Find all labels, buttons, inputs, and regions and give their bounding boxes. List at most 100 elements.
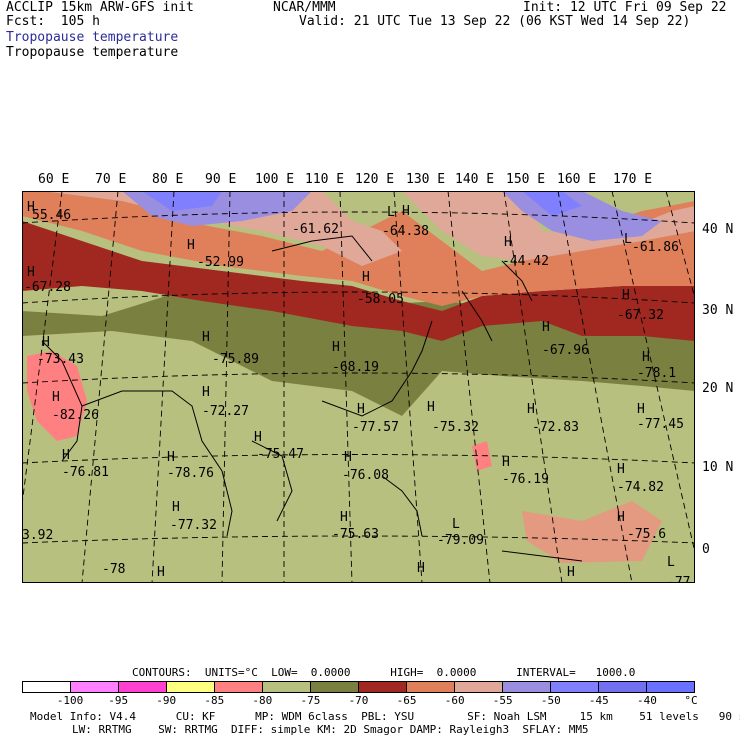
- color-scale-tick: -65: [396, 694, 417, 707]
- color-scale-swatch: [407, 682, 455, 692]
- lon-label: 110 E: [305, 172, 345, 187]
- field-name-shaded: Tropopause temperature: [6, 30, 179, 45]
- lat-label: 0: [702, 542, 710, 557]
- lat-label: 20 N: [702, 381, 734, 396]
- low-marker: L: [387, 205, 395, 220]
- contour-value-label: -77.32: [170, 518, 217, 533]
- color-scale-swatch: [359, 682, 407, 692]
- contour-value-label: -68.19: [332, 360, 379, 375]
- lon-label: 70 E: [95, 172, 127, 187]
- color-scale-tick: -45: [588, 694, 609, 707]
- contour-value-label: -77.57: [352, 420, 399, 435]
- lat-label: 10 N: [702, 460, 734, 475]
- lon-label: 130 E: [406, 172, 446, 187]
- high-marker: H: [344, 450, 352, 465]
- lon-label: 120 E: [355, 172, 395, 187]
- lat-label: 40 N: [702, 222, 734, 237]
- color-scale-tick: °C: [684, 694, 698, 707]
- high-marker: H: [172, 500, 180, 515]
- high-marker: H: [62, 448, 70, 463]
- organization: NCAR/MMM: [273, 0, 336, 15]
- init-time: Init: 12 UTC Fri 09 Sep 22: [523, 0, 727, 15]
- contour-value-label: -76.81: [62, 465, 109, 480]
- contour-value-label: -78.1: [637, 366, 676, 381]
- contour-value-label: -44.42: [502, 254, 549, 269]
- color-scale-tick: -55: [492, 694, 513, 707]
- high-marker: H: [332, 340, 340, 355]
- contour-value-label: -75.89: [212, 352, 259, 367]
- high-marker: H: [167, 450, 175, 465]
- contour-value-label: 3.92: [22, 528, 53, 543]
- color-scale-tick: -80: [252, 694, 273, 707]
- contour-value-label: -77: [667, 575, 690, 583]
- contour-value-label: -72.83: [532, 420, 579, 435]
- high-marker: H: [202, 385, 210, 400]
- high-marker: H: [42, 335, 50, 350]
- high-marker: H: [27, 265, 35, 280]
- lon-label: 170 E: [613, 172, 653, 187]
- high-marker: H: [254, 430, 262, 445]
- high-marker: H: [502, 455, 510, 470]
- map-panel: 55.46 -61.62 -64.38 -61.86 -52.99 -44.42 -67.2…: [22, 191, 695, 583]
- color-scale-bar: [22, 681, 695, 693]
- high-marker: H: [427, 400, 435, 415]
- high-marker: H: [642, 350, 650, 365]
- low-marker: L: [624, 232, 632, 247]
- lon-label: 150 E: [506, 172, 546, 187]
- lon-label: 60 E: [38, 172, 70, 187]
- high-marker: H: [362, 270, 370, 285]
- lon-label: 90 E: [205, 172, 237, 187]
- contour-value-label: -67.32: [617, 308, 664, 323]
- color-scale-swatch: [23, 682, 71, 692]
- contour-value-label: -61.62: [292, 222, 339, 237]
- field-name-contour: Tropopause temperature: [6, 45, 179, 60]
- valid-time: Valid: 21 UTC Tue 13 Sep 22 (06 KST Wed …: [299, 14, 691, 29]
- contour-value-label: -72.27: [202, 404, 249, 419]
- model-info-line1: Model Info: V4.4 CU: KF MP: WDM 6class P…: [30, 710, 740, 723]
- contour-value-label: -75.6: [627, 527, 666, 542]
- color-scale-swatch: [215, 682, 263, 692]
- lon-label: 140 E: [455, 172, 495, 187]
- color-scale-swatch: [455, 682, 503, 692]
- contour-value-label: -75.47: [257, 447, 304, 462]
- lat-label: 30 N: [702, 303, 734, 318]
- contour-value-label: -76.19: [502, 472, 549, 487]
- color-scale-tick: -95: [108, 694, 129, 707]
- contour-value-label: -79.09: [437, 533, 484, 548]
- high-marker: H: [357, 402, 365, 417]
- contour-value-label: -75.63: [332, 527, 379, 542]
- high-marker: H: [622, 288, 630, 303]
- color-scale-tick: -100: [56, 694, 84, 707]
- high-marker: H: [202, 330, 210, 345]
- contour-value-label: -82.26: [52, 408, 99, 423]
- contour-value-label: -58.05: [357, 292, 404, 307]
- model-info-line2: LW: RRTMG SW: RRTMG DIFF: simple KM: 2D …: [72, 723, 589, 736]
- color-scale-swatch: [71, 682, 119, 692]
- color-scale-swatch: [311, 682, 359, 692]
- high-marker: H: [567, 565, 575, 580]
- contour-value-label: -78.76: [167, 466, 214, 481]
- color-scale-swatch: [119, 682, 167, 692]
- contour-value-label: 55.46: [32, 208, 71, 223]
- high-marker: H: [402, 204, 410, 219]
- contour-value-label: -61.86: [632, 240, 679, 255]
- forecast-hour: Fcst: 105 h: [6, 14, 100, 29]
- contour-value-label: -78: [102, 562, 125, 577]
- color-scale-tick: -75: [300, 694, 321, 707]
- contour-value-label: -64.38: [382, 224, 429, 239]
- color-scale-swatch: [167, 682, 215, 692]
- high-marker: H: [542, 320, 550, 335]
- high-marker: H: [157, 565, 165, 580]
- contour-value-label: -73.43: [37, 352, 84, 367]
- color-scale-swatch: [647, 682, 694, 692]
- contour-value-label: -75.32: [432, 420, 479, 435]
- model-title: ACCLIP 15km ARW-GFS init: [6, 0, 194, 15]
- color-scale-tick: -60: [444, 694, 465, 707]
- contour-value-label: -67.28: [24, 280, 71, 295]
- high-marker: H: [187, 238, 195, 253]
- high-marker: H: [527, 402, 535, 417]
- contour-value-label: -77.45: [637, 417, 684, 432]
- high-marker: H: [52, 390, 60, 405]
- contour-value-label: -67.96: [542, 343, 589, 358]
- high-marker: H: [617, 462, 625, 477]
